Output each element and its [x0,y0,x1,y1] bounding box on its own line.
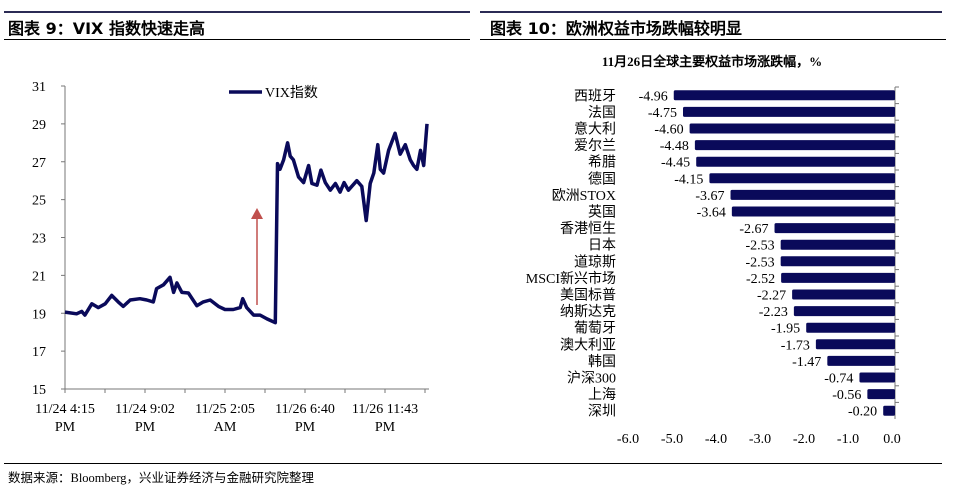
bar [709,173,895,184]
bar-value-label: -2.23 [759,305,788,320]
y-tick-label: 31 [32,80,46,95]
footer-rule [4,463,942,464]
x-tick-label: 11/24 9:02 [115,402,175,417]
category-label: 上海 [588,387,616,403]
x-tick-label: -5.0 [661,432,683,447]
category-label: 道琼斯 [574,254,616,270]
category-label: 西班牙 [574,88,616,104]
bar-value-label: -4.96 [639,89,668,104]
bar-value-label: -0.74 [824,372,853,387]
category-label: 意大利 [574,121,616,138]
x-tick-label: 0.0 [883,432,901,447]
bar-value-label: -0.56 [832,388,861,403]
legend-label: VIX指数 [265,85,318,101]
bar [815,339,895,350]
category-label: 深圳 [588,404,616,420]
bar-chart-title: 11月26日全球主要权益市场涨跌幅，% [602,54,822,69]
bar-value-label: -1.95 [771,322,800,337]
y-tick-label: 15 [32,383,46,398]
x-tick-label: 11/24 4:15 [35,402,95,417]
bar [781,272,895,283]
bar-value-label: -4.60 [654,123,683,138]
bar [683,106,895,117]
category-label: 法国 [588,105,616,121]
category-label: 澳大利亚 [560,337,616,353]
bar [793,306,895,317]
bar-value-label: -3.67 [695,189,724,204]
y-tick-label: 21 [32,269,46,284]
bar [780,256,895,267]
bar [792,289,895,300]
bar [689,123,895,134]
category-label: 欧洲STOX [552,188,616,204]
annotation-arrow-head [251,208,263,219]
x-tick-label: -2.0 [793,432,815,447]
y-tick-label: 29 [32,118,46,133]
y-tick-label: 23 [32,232,46,247]
x-tick-label: 11/26 11:43 [352,402,418,417]
x-tick-label-ampm: PM [55,420,76,435]
category-label: 英国 [588,204,616,221]
vix-series-line [64,123,429,325]
x-tick-label: -3.0 [749,432,771,447]
x-tick-label-ampm: AM [214,420,237,435]
bar [731,206,895,217]
bar [883,405,895,416]
category-label: 葡萄牙 [574,321,616,337]
category-label: MSCI新兴市场 [526,270,616,287]
left-panel-title: 图表 9：VIX 指数快速走高 [8,19,205,38]
category-label: 沪深300 [567,371,616,387]
category-label: 美国标普 [560,288,616,304]
y-tick-label: 19 [32,307,46,322]
category-label: 德国 [588,171,616,187]
category-label: 香港恒生 [560,221,616,237]
x-tick-label-ampm: PM [135,420,156,435]
bar [806,322,895,333]
bar-value-label: -4.45 [661,156,690,171]
bar-value-label: -4.75 [648,106,677,121]
bar-value-label: -2.67 [739,222,768,237]
bar [673,90,895,101]
category-label: 日本 [588,238,616,254]
source-note: 数据来源：Bloomberg，兴业证券经济与金融研究院整理 [8,471,315,485]
x-tick-label: -6.0 [617,432,639,447]
x-tick-label: 11/25 2:05 [195,402,255,417]
bar-value-label: -2.53 [746,255,775,270]
right-title-rule [480,39,946,40]
right-top-rule [480,11,942,13]
right-panel-title: 图表 10：欧洲权益市场跌幅较明显 [490,19,742,38]
x-tick-label: -4.0 [705,432,727,447]
bar [827,355,895,366]
x-tick-label: 11/26 6:40 [275,402,335,417]
category-label: 韩国 [588,354,616,370]
left-top-rule [4,11,470,13]
x-tick-label-ampm: PM [295,420,316,435]
x-tick-label-ampm: PM [375,420,396,435]
bar [774,223,895,234]
bar [867,389,895,400]
bar [859,372,895,383]
bar [696,156,895,167]
bar-value-label: -3.64 [697,206,726,221]
bar [730,189,895,200]
bar [780,239,895,250]
x-tick-label: -1.0 [837,432,859,447]
bar [694,140,895,151]
bar-value-label: -1.73 [781,338,810,353]
bar-value-label: -0.20 [848,405,877,420]
bar-value-label: -4.15 [674,172,703,187]
bar-value-label: -2.52 [746,272,775,287]
category-label: 纳斯达克 [560,304,616,320]
bar-value-label: -1.47 [792,355,821,370]
y-tick-label: 17 [32,345,46,360]
bar-value-label: -2.53 [746,239,775,254]
bar-value-label: -2.27 [757,289,786,304]
y-tick-label: 27 [32,156,46,171]
left-title-rule [4,39,470,40]
bar-value-label: -4.48 [660,139,689,154]
y-tick-label: 25 [32,194,46,209]
category-label: 希腊 [588,155,616,171]
category-label: 爱尔兰 [574,138,616,154]
